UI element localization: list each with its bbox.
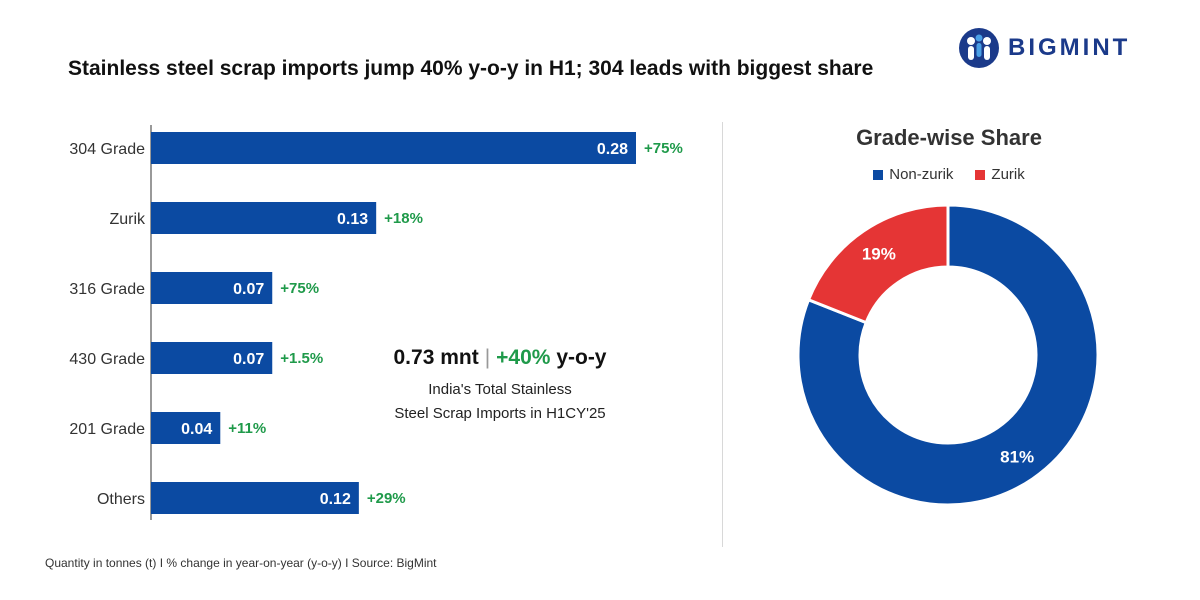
bar: [151, 482, 359, 514]
legend-label-non-zurik: Non-zurik: [889, 166, 954, 183]
legend-item-non-zurik: Non-zurik: [873, 166, 953, 183]
change-label: +1.5%: [280, 350, 323, 367]
donut-slice: [796, 205, 1100, 507]
bar-value-label: 0.07: [233, 281, 264, 298]
bar-value-label: 0.13: [337, 211, 368, 228]
callout-line-1: India's Total Stainless: [428, 381, 572, 398]
callout-change: +40%: [496, 346, 551, 369]
donut-title: Grade-wise Share: [856, 125, 1042, 150]
callout-line-2: Steel Scrap Imports in H1CY'25: [394, 405, 606, 422]
callout-change-suffix: y-o-y: [556, 346, 607, 369]
bar: [151, 412, 221, 444]
total-imports-callout: 0.73 mnt | +40% y-o-y India's Total Stainl…: [360, 346, 640, 426]
category-label: 201 Grade: [69, 421, 145, 438]
callout-description: India's Total Stainless Steel Scrap Impo…: [360, 378, 640, 426]
legend-item-zurik: Zurik: [975, 166, 1025, 183]
logo-text: BIGMINT: [1008, 34, 1131, 61]
bar-value-label: 0.04: [181, 421, 212, 438]
bar-value-label: 0.28: [597, 141, 628, 158]
bar: [151, 132, 636, 164]
footer-note: Quantity in tonnes (t) I % change in yea…: [45, 556, 437, 570]
chart-title: Stainless steel scrap imports jump 40% y…: [68, 57, 874, 80]
change-label: +75%: [280, 280, 319, 297]
category-label: 304 Grade: [69, 141, 145, 158]
slice-value-label: 19%: [862, 244, 896, 263]
callout-value: 0.73 mnt: [393, 346, 479, 369]
grade-share-donut: 81% 19%: [796, 205, 1100, 507]
change-label: +75%: [644, 140, 683, 157]
panel-divider: [722, 122, 723, 547]
change-label: +18%: [384, 210, 423, 227]
category-label: Zurik: [109, 211, 146, 228]
legend-label-zurik: Zurik: [991, 166, 1025, 183]
donut-legend: Non-zurik Zurik: [760, 166, 1138, 183]
category-label: 430 Grade: [69, 351, 145, 368]
bar-value-label: 0.12: [320, 491, 351, 508]
change-label: +11%: [228, 420, 266, 437]
grade-bar-chart: 304 Grade 0.28 +75% Zurik 0.13 +18% 316 Grade 0…: [69, 125, 683, 520]
bar: [151, 202, 377, 234]
change-label: +29%: [367, 490, 406, 507]
bar: [151, 272, 273, 304]
callout-separator: |: [484, 346, 491, 369]
bar-value-label: 0.07: [233, 351, 264, 368]
people-group-icon: [959, 28, 999, 68]
category-label: Others: [97, 491, 145, 508]
bigmint-logo: BIGMINT: [958, 26, 1158, 70]
category-label: 316 Grade: [69, 281, 145, 298]
slice-value-label: 81%: [1000, 448, 1034, 467]
callout-headline: 0.73 mnt | +40% y-o-y: [360, 346, 640, 370]
legend-swatch-non-zurik: [873, 169, 884, 180]
donut-slice: [806, 205, 950, 325]
legend-swatch-zurik: [975, 169, 986, 180]
bar: [151, 342, 273, 374]
